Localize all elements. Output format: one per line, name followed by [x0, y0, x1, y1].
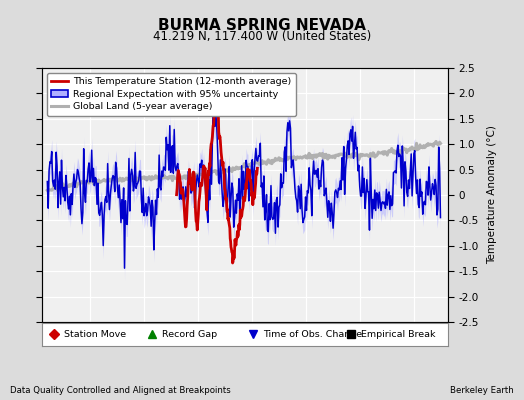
Y-axis label: Temperature Anomaly (°C): Temperature Anomaly (°C)	[487, 126, 497, 264]
Text: Empirical Break: Empirical Break	[361, 330, 435, 339]
Text: Station Move: Station Move	[64, 330, 126, 339]
Text: Berkeley Earth: Berkeley Earth	[450, 386, 514, 395]
Text: Time of Obs. Change: Time of Obs. Change	[263, 330, 363, 339]
Text: 41.219 N, 117.400 W (United States): 41.219 N, 117.400 W (United States)	[153, 30, 371, 43]
Text: Data Quality Controlled and Aligned at Breakpoints: Data Quality Controlled and Aligned at B…	[10, 386, 231, 395]
Text: Record Gap: Record Gap	[162, 330, 217, 339]
Legend: This Temperature Station (12-month average), Regional Expectation with 95% uncer: This Temperature Station (12-month avera…	[47, 73, 296, 116]
Text: BURMA SPRING NEVADA: BURMA SPRING NEVADA	[158, 18, 366, 33]
